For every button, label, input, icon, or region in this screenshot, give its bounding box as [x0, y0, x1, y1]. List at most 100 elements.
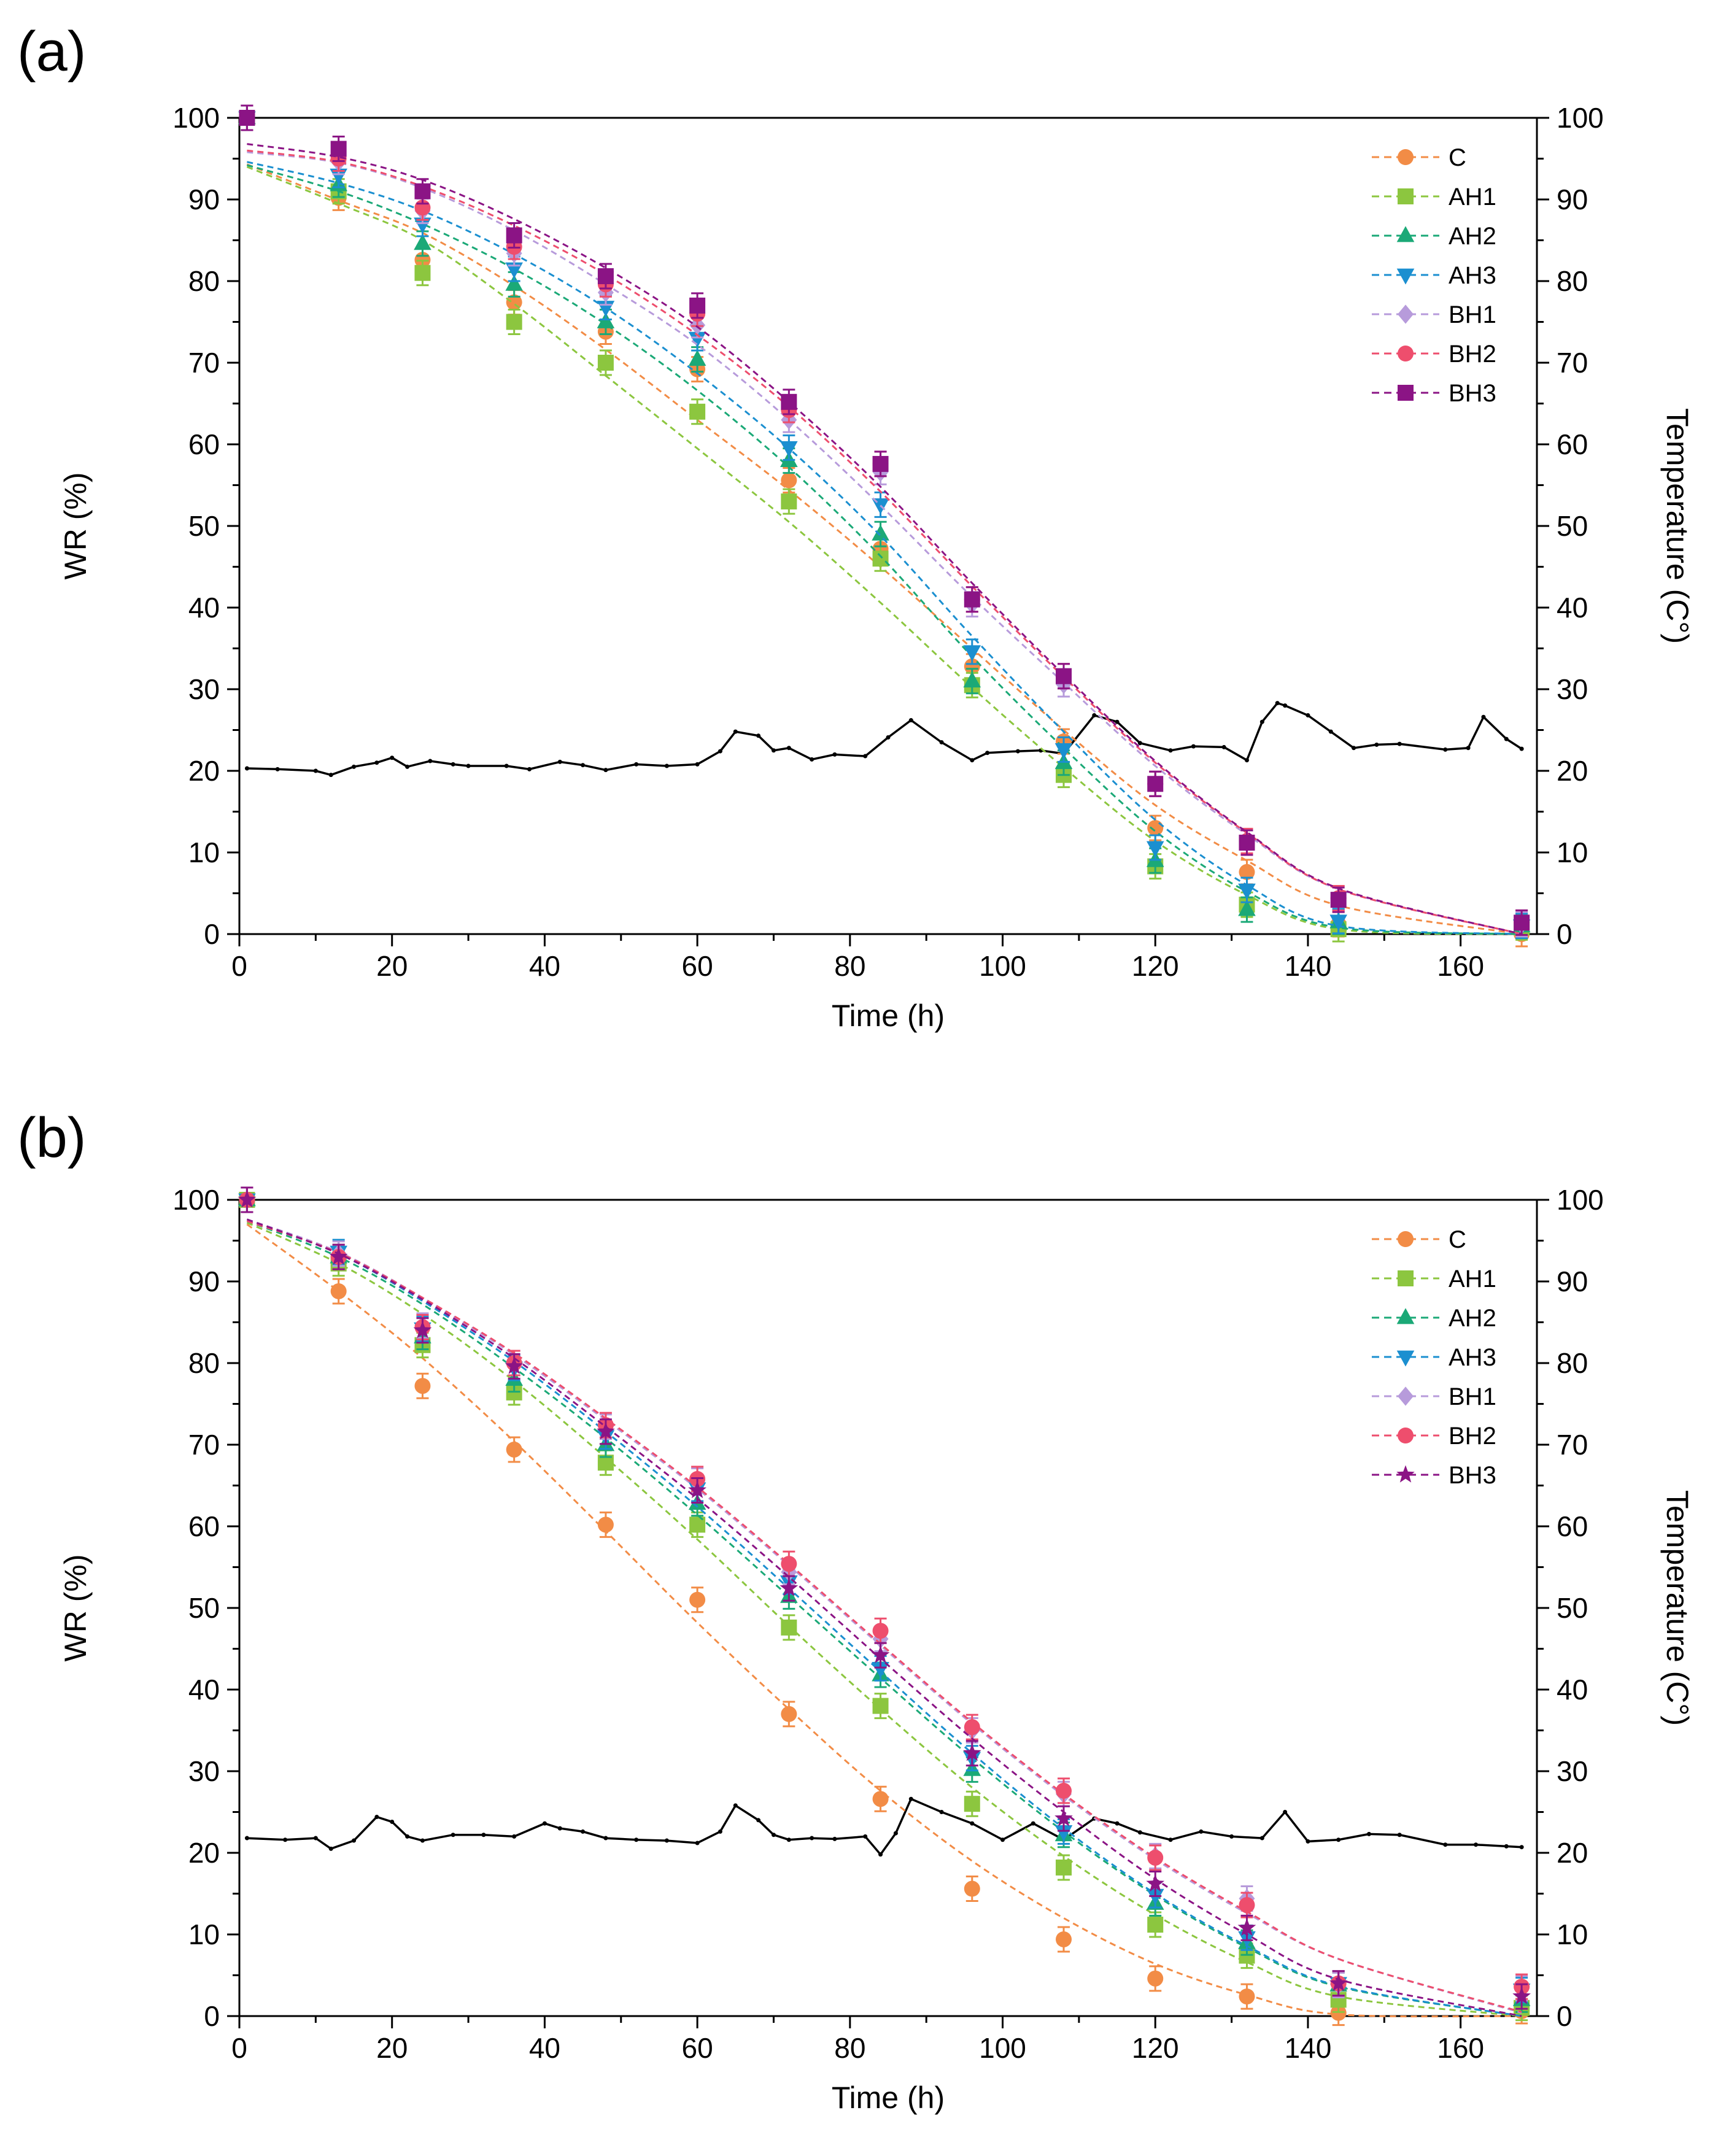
temperature-point [374, 760, 379, 765]
temperature-point [908, 718, 913, 723]
data-point-bh3 [330, 141, 347, 157]
temperature-point [1244, 758, 1249, 763]
y2-tick-label: 60 [1557, 428, 1588, 460]
y2-tick-label: 70 [1557, 347, 1588, 379]
plot-frame [238, 117, 1538, 935]
legend-marker-c [1398, 149, 1414, 165]
temperature-point [527, 767, 532, 771]
data-point-ah2 [963, 671, 981, 688]
legend-label-ah1: AH1 [1449, 184, 1496, 211]
y-axis: 0 10 20 30 40 50 60 70 80 90 100 WR (%) [58, 102, 239, 950]
temperature-point [733, 729, 738, 734]
temperature-point [405, 1834, 410, 1839]
fit-curve-c [246, 1223, 1522, 2018]
fit-curve-bh2 [246, 1220, 1522, 2013]
data-point-bh3 [1329, 1974, 1348, 1992]
y-tick-label: 100 [172, 102, 220, 134]
data-point-bh3 [963, 1744, 981, 1761]
temperature-point [1519, 746, 1524, 751]
temperature-point [481, 1833, 486, 1837]
y2-tick-label: 40 [1557, 1674, 1588, 1706]
fit-curve-bh1 [246, 1218, 1522, 2014]
legend-label-c: C [1449, 1226, 1466, 1253]
data-point-ah3 [963, 645, 981, 662]
temperature-point [695, 762, 700, 767]
y-tick-label: 80 [188, 1347, 220, 1379]
temperature-point [756, 1818, 761, 1823]
data-point-ah3 [1054, 743, 1073, 760]
x-tick-label: 40 [529, 2032, 560, 2064]
temperature-point [1031, 1821, 1035, 1826]
temperature-point [1336, 1837, 1341, 1842]
y-tick-label: 40 [188, 592, 220, 624]
legend-marker-bh2 [1398, 1428, 1414, 1443]
data-point-ah3 [1329, 914, 1347, 931]
temperature-point [1504, 1844, 1509, 1849]
temperature-point [581, 1829, 586, 1834]
temperature-point [244, 766, 249, 771]
data-point-bh3 [964, 591, 980, 608]
y2-axis: 0 10 20 30 40 50 60 70 80 90 100 Temperature (C°) [1537, 1184, 1695, 2032]
y-tick-label: 70 [188, 1429, 220, 1461]
y2-tick-label: 0 [1557, 2000, 1573, 2032]
data-point-ah3 [1146, 841, 1164, 857]
y2-axis-title: Temperature (C°) [1660, 408, 1695, 644]
x-tick-label: 60 [682, 950, 713, 982]
x-axis-title: Time (h) [832, 2081, 945, 2115]
temperature-point [863, 1834, 868, 1839]
y-tick-label: 60 [188, 428, 220, 460]
y2-tick-label: 100 [1557, 102, 1604, 134]
temperature-point [275, 767, 280, 771]
data-point-c [872, 1791, 889, 1807]
temperature-point [1000, 1837, 1005, 1842]
x-tick-label: 40 [529, 950, 560, 982]
data-point-c [1239, 864, 1255, 880]
data-point-c [781, 472, 797, 489]
legend-marker-bh3 [1398, 385, 1414, 401]
data-point-bh2 [1056, 1782, 1072, 1799]
data-point-bh3 [506, 227, 522, 244]
y2-tick-label: 20 [1557, 755, 1588, 787]
series-ah1 [239, 1186, 1530, 2022]
data-point-bh3 [1056, 668, 1072, 684]
y2-tick-label: 80 [1557, 1347, 1588, 1379]
data-point-bh3 [239, 110, 255, 126]
data-point-bh2 [964, 1719, 980, 1736]
temperature-point [1137, 741, 1142, 746]
temperature-point [756, 733, 761, 738]
data-point-bh3 [414, 183, 431, 199]
temperature-point [1115, 719, 1120, 724]
data-point-bh3 [413, 1321, 432, 1339]
data-point-ah2 [414, 234, 431, 250]
legend-marker-bh1 [1398, 1386, 1414, 1406]
data-point-ah2 [688, 350, 706, 366]
data-point-bh3 [871, 1645, 890, 1663]
temperature-point [1199, 1829, 1204, 1834]
temperature-point [810, 1836, 814, 1841]
y-tick-label: 70 [188, 347, 220, 379]
legend-label-ah3: AH3 [1449, 262, 1496, 289]
legend-label-ah2: AH2 [1449, 1305, 1496, 1332]
data-point-bh3 [1054, 1809, 1073, 1826]
y-axis-title: WR (%) [58, 473, 93, 580]
data-point-bh3 [1512, 1987, 1531, 2004]
y-tick-label: 20 [188, 1837, 220, 1869]
temperature-point [1352, 746, 1356, 751]
temperature-point [771, 748, 776, 753]
data-point-bh3 [872, 455, 889, 472]
temperature-point [1137, 1830, 1142, 1835]
temperature-point [512, 1834, 517, 1839]
temperature-point [1397, 1833, 1402, 1837]
temperature-point [664, 1838, 669, 1843]
temperature-point [1519, 1845, 1524, 1850]
temperature-point [1191, 744, 1196, 749]
series-bh1 [239, 1186, 1530, 2014]
data-point-ah1 [872, 1698, 889, 1714]
y-tick-label: 90 [188, 184, 220, 215]
temperature-point [786, 1837, 791, 1842]
data-point-ah3 [330, 168, 347, 185]
temperature-point [832, 1836, 837, 1841]
